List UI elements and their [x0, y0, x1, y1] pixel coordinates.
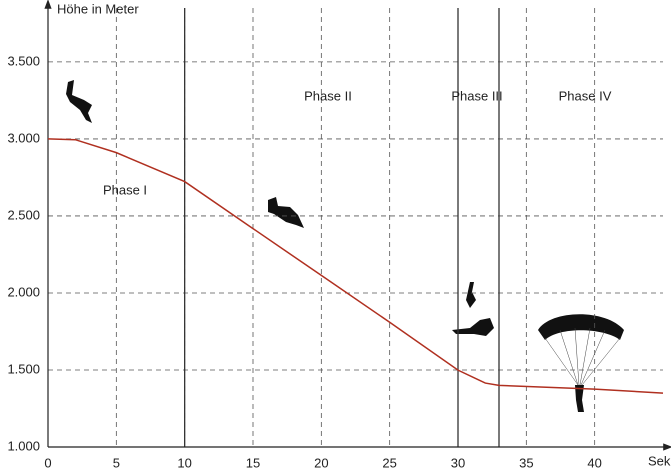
phase-label: Phase II — [304, 88, 352, 103]
y-tick-label: 1.000 — [7, 438, 40, 453]
y-tick-label: 3.500 — [7, 53, 40, 68]
y-tick-label: 3.000 — [7, 130, 40, 145]
x-tick-label: 5 — [113, 455, 120, 470]
x-tick-label: 10 — [177, 455, 191, 470]
x-tick-label: 30 — [451, 455, 465, 470]
x-tick-label: 40 — [587, 455, 601, 470]
phase-label: Phase IV — [559, 88, 612, 103]
x-tick-label: 0 — [44, 455, 51, 470]
phase-label: Phase III — [451, 88, 502, 103]
y-axis-label: Höhe in Meter — [57, 1, 139, 16]
parachute-lines — [544, 327, 621, 386]
x-tick-label: 35 — [519, 455, 533, 470]
x-tick-label: 25 — [382, 455, 396, 470]
y-tick-label: 2.500 — [7, 207, 40, 222]
line — [47, 138, 664, 394]
silhouettes — [66, 80, 624, 412]
x-axis-label: Sek — [648, 453, 671, 468]
phase-label: Phase I — [103, 182, 147, 197]
x-tick-label: 20 — [314, 455, 328, 470]
x-tick-label: 15 — [246, 455, 260, 470]
y-tick-label: 1.500 — [7, 361, 40, 376]
y-tick-label: 2.000 — [7, 284, 40, 299]
